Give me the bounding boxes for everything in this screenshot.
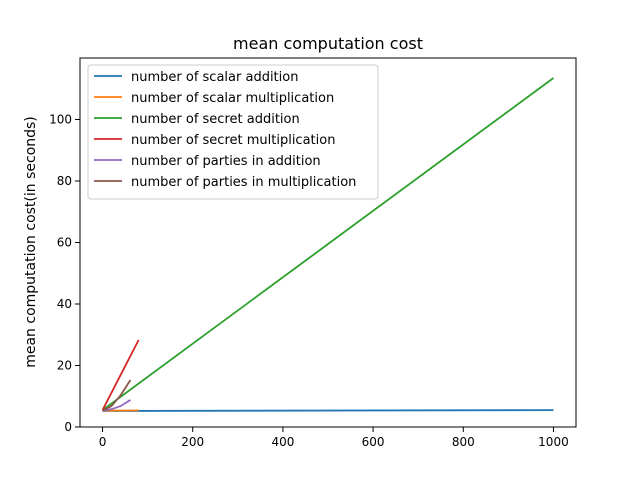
x-tick-label: 0 — [99, 435, 107, 449]
chart-title: mean computation cost — [233, 34, 423, 53]
series-line-0 — [102, 409, 554, 412]
series-line-2 — [102, 77, 554, 411]
legend-label-0: number of scalar addition — [131, 70, 298, 85]
series-line-4 — [102, 399, 131, 412]
x-axis-ticks: 0 200 400 600 800 1000 — [99, 427, 569, 449]
x-tick-label: 400 — [271, 435, 294, 449]
y-axis-ticks: 0 20 40 60 80 100 — [49, 113, 80, 434]
y-axis-label: mean computation cost(in seconds) — [23, 116, 39, 368]
legend-label-1: number of scalar multiplication — [131, 91, 334, 106]
y-tick-label: 40 — [57, 297, 72, 311]
legend-label-3: number of secret multiplication — [131, 133, 335, 148]
plot-frame — [79, 57, 577, 428]
series-line-5 — [102, 379, 132, 412]
x-tick-label: 800 — [452, 435, 475, 449]
y-tick-label: 100 — [49, 113, 72, 127]
legend-box — [87, 64, 379, 200]
y-tick-label: 20 — [57, 359, 72, 373]
series-line-3 — [101, 339, 140, 411]
y-tick-label: 0 — [64, 420, 72, 434]
x-tick-label: 1000 — [538, 435, 569, 449]
plot-lines — [101, 77, 554, 412]
legend-label-2: number of secret addition — [131, 112, 300, 127]
legend-label-5: number of parties in multiplication — [131, 175, 356, 190]
x-tick-label: 600 — [362, 435, 385, 449]
y-tick-label: 60 — [57, 236, 72, 250]
x-tick-label: 200 — [181, 435, 204, 449]
legend-label-4: number of parties in addition — [131, 154, 321, 169]
y-tick-label: 80 — [57, 174, 72, 188]
legend: number of scalar addition number of scala… — [87, 64, 379, 200]
